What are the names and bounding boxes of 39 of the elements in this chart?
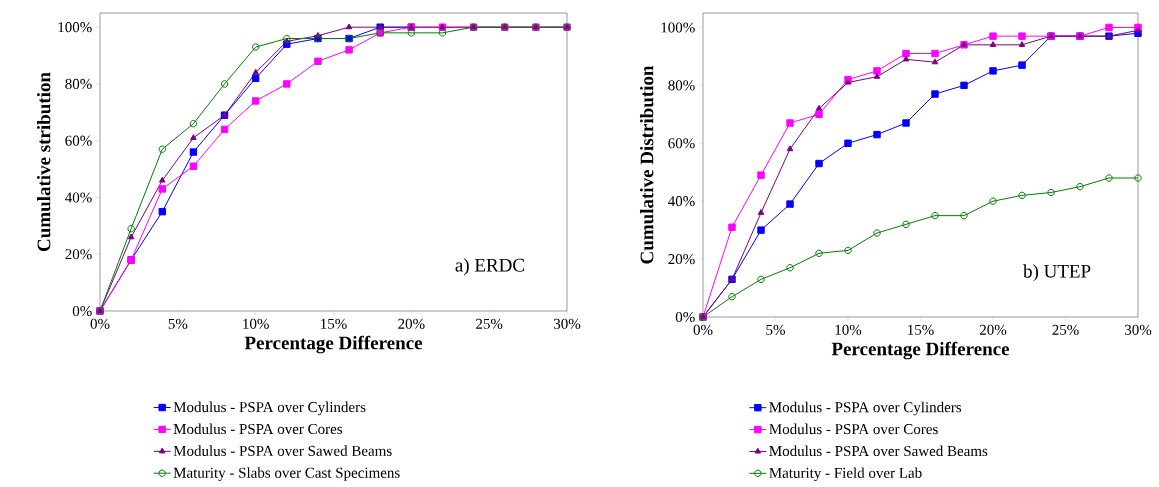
y-tick-label: 0% bbox=[72, 305, 92, 317]
x-tick-label: 10% bbox=[835, 324, 862, 335]
x-tick-label: 10% bbox=[243, 318, 269, 329]
x-tick-label: 15% bbox=[908, 324, 934, 335]
x-tick-label: 25% bbox=[1052, 324, 1079, 335]
legend-label: Modulus - PSPA over Cylinders bbox=[769, 401, 962, 416]
annotation: a) ERDC bbox=[455, 258, 524, 276]
y-tick-label: 80% bbox=[668, 80, 695, 91]
legend-label: Maturity - Slabs over Cast Specimens bbox=[173, 467, 400, 481]
y-tick-label: 40% bbox=[668, 196, 695, 207]
y-tick-label: 60% bbox=[65, 135, 92, 146]
y-tick-label: 40% bbox=[65, 192, 92, 203]
x-tick-label: 20% bbox=[398, 318, 425, 329]
x-axis-title: Percentage Difference bbox=[244, 335, 423, 354]
legend-label: Modulus - PSPA over Sawed Beams bbox=[769, 445, 988, 457]
y-tick-label: 100% bbox=[661, 22, 695, 33]
annotation: b) UTEP bbox=[1023, 264, 1091, 282]
y-axis-title: Cumulative Distribution bbox=[639, 65, 654, 264]
x-tick-label: 5% bbox=[766, 324, 785, 335]
y-tick-label: 100% bbox=[58, 22, 92, 33]
legend-label: Modulus - PSPA over Cores bbox=[173, 423, 343, 435]
x-tick-label: 20% bbox=[979, 324, 1007, 335]
x-tick-label: 0% bbox=[90, 318, 110, 329]
y-tick-label: 60% bbox=[668, 138, 695, 149]
x-axis-title: Percentage Difference bbox=[831, 341, 1010, 360]
legend-label: Modulus - PSPA over Cylinders bbox=[173, 401, 366, 416]
x-tick-label: 25% bbox=[476, 318, 503, 329]
legend-label: Maturity - Field over Lab bbox=[769, 467, 922, 482]
legend-label: Modulus - PSPA over Sawed Beams bbox=[173, 445, 392, 456]
x-tick-label: 0% bbox=[693, 324, 713, 335]
y-tick-label: 20% bbox=[65, 249, 92, 260]
y-axis-title: Cumulative stribution bbox=[36, 72, 51, 252]
x-tick-label: 30% bbox=[553, 318, 581, 329]
x-tick-label: 15% bbox=[321, 318, 347, 329]
y-tick-label: 80% bbox=[65, 78, 92, 90]
x-tick-label: 30% bbox=[1124, 324, 1152, 335]
legend-label: Modulus - PSPA over Cores bbox=[769, 423, 938, 435]
y-tick-label: 20% bbox=[668, 254, 695, 265]
x-tick-label: 5% bbox=[168, 318, 188, 329]
